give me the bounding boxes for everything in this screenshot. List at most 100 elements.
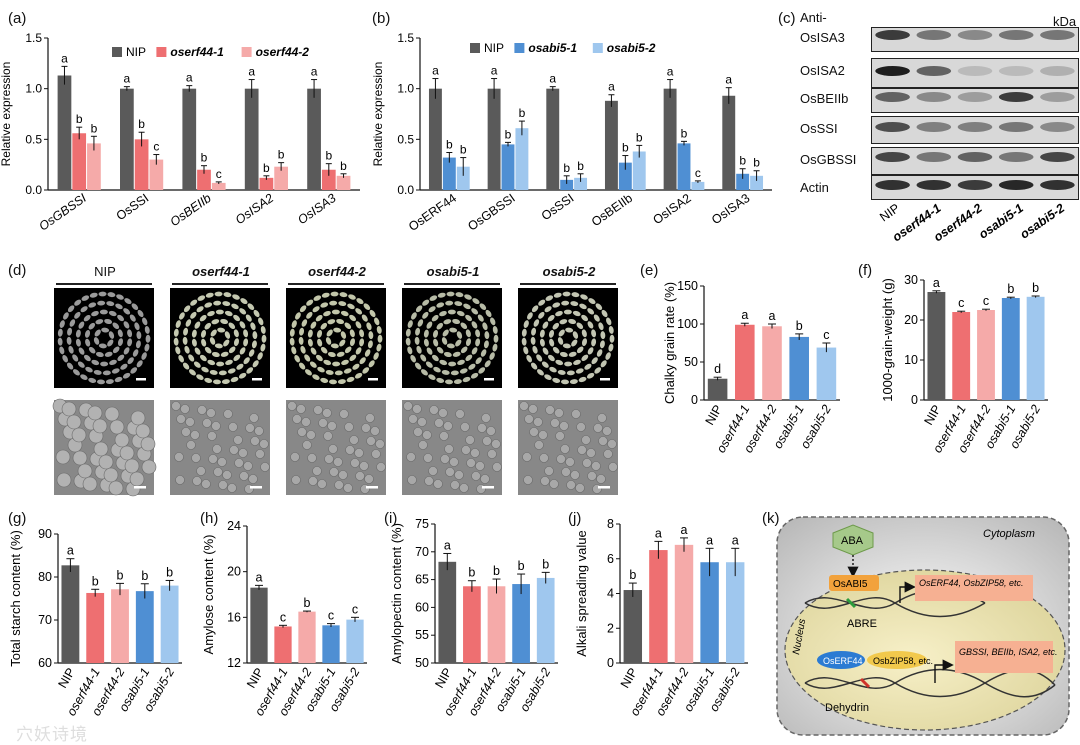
rice-grain [547, 354, 555, 362]
rice-grain [317, 338, 323, 347]
bar [691, 181, 705, 190]
rice-grain [479, 303, 487, 310]
significance-letter: a [256, 570, 263, 584]
starch-granule [318, 418, 328, 428]
rice-grain [321, 292, 330, 298]
rice-grain [343, 368, 352, 374]
col-title-oserf44-2: oserf44-2 [308, 264, 366, 279]
rice-grain [217, 327, 226, 333]
starch-granule [66, 414, 82, 430]
rice-grain [456, 310, 465, 317]
rice-grain [429, 295, 438, 301]
starch-granule [254, 426, 264, 436]
rice-grain [123, 308, 131, 315]
rice-grain [253, 309, 260, 318]
y-tick-label: 12 [227, 656, 241, 670]
significance-letter: b [138, 117, 145, 131]
rice-grain [252, 331, 258, 340]
rice-grain [356, 298, 364, 305]
rice-grain [298, 362, 306, 370]
rice-grain [313, 295, 322, 301]
rice-grain [315, 354, 323, 362]
category-label: NIP [618, 666, 641, 691]
rice-grain [204, 302, 213, 308]
starch-granule [361, 423, 371, 433]
rice-grain [352, 363, 360, 370]
significance-letter: b [681, 126, 688, 140]
rice-grain [489, 352, 495, 360]
wb-band [1040, 152, 1075, 162]
rice-grain [606, 317, 612, 326]
rice-grain [454, 301, 463, 307]
significance-letter: c [983, 294, 989, 308]
rice-grain [368, 331, 374, 340]
rice-grain [207, 359, 216, 366]
starch-granule [603, 449, 613, 459]
rice-grain [63, 312, 69, 320]
starch-granule [223, 409, 233, 419]
rice-grain [124, 298, 132, 305]
y-tick-label: 60 [38, 656, 52, 670]
rice-grain [93, 369, 102, 375]
rice-grain [457, 359, 465, 366]
wb-band [875, 66, 910, 76]
oserf44-label: OsERF44 [823, 656, 863, 666]
rice-grain [531, 305, 539, 313]
starch-granule [328, 444, 338, 454]
bar [86, 592, 105, 663]
starch-granule [227, 483, 237, 493]
starch-granule [487, 449, 497, 459]
starch-granule [345, 445, 355, 455]
scale-bar [250, 486, 262, 489]
starch-granule [418, 440, 428, 450]
rice-grain [405, 328, 411, 337]
bar [298, 611, 316, 663]
y-tick-label: 10 [904, 353, 918, 367]
starch-granule [260, 462, 270, 472]
rice-grain [330, 343, 339, 349]
bar [677, 143, 691, 190]
rice-grain [68, 345, 74, 354]
rice-grain [223, 292, 232, 298]
rice-grain [225, 359, 233, 366]
bar [442, 157, 456, 190]
significance-letter: d [714, 362, 721, 376]
starch-granule [571, 409, 581, 419]
rice-grain [552, 377, 561, 383]
starch-granule [538, 430, 548, 440]
rice-grain [531, 327, 537, 336]
starch-granule [250, 436, 260, 446]
rice-grain [566, 370, 575, 376]
rice-grain [117, 354, 125, 361]
rice-grain [475, 357, 482, 365]
starch-granule [519, 401, 529, 411]
y-tick-label: 1.0 [397, 82, 414, 96]
starch-granule [292, 414, 302, 424]
bar [816, 347, 837, 400]
wb-row-name: OsISA2 [800, 63, 845, 78]
rice-grain [248, 349, 255, 357]
wb-lane-label: NIP [877, 202, 902, 224]
rice-grain [141, 352, 147, 360]
rice-grain [349, 338, 356, 347]
y-tick-label: 4 [607, 587, 614, 601]
starch-granule [130, 410, 146, 426]
rice-grain [562, 291, 571, 297]
starch-granule [444, 444, 454, 454]
rice-grain [108, 310, 117, 317]
significance-letter: c [216, 167, 222, 181]
rice-grain [552, 302, 561, 308]
col-title-nip: NIP [94, 264, 116, 279]
rice-grain [363, 303, 371, 310]
rice-grain [289, 337, 295, 346]
starch-granule [301, 417, 311, 427]
rice-grain [373, 352, 379, 360]
wb-row-name: OsBEIIb [800, 91, 849, 106]
y-tick-label: 8 [607, 517, 614, 531]
rice-grain [354, 372, 363, 379]
starch-granule [56, 472, 72, 488]
significance-letter: b [622, 141, 629, 155]
western-blot-panel: Anti- kDa OsISA3 43 OsISA2 87 OsBEIIb 93… [800, 8, 1080, 260]
y-tick-label: 80 [38, 570, 52, 584]
